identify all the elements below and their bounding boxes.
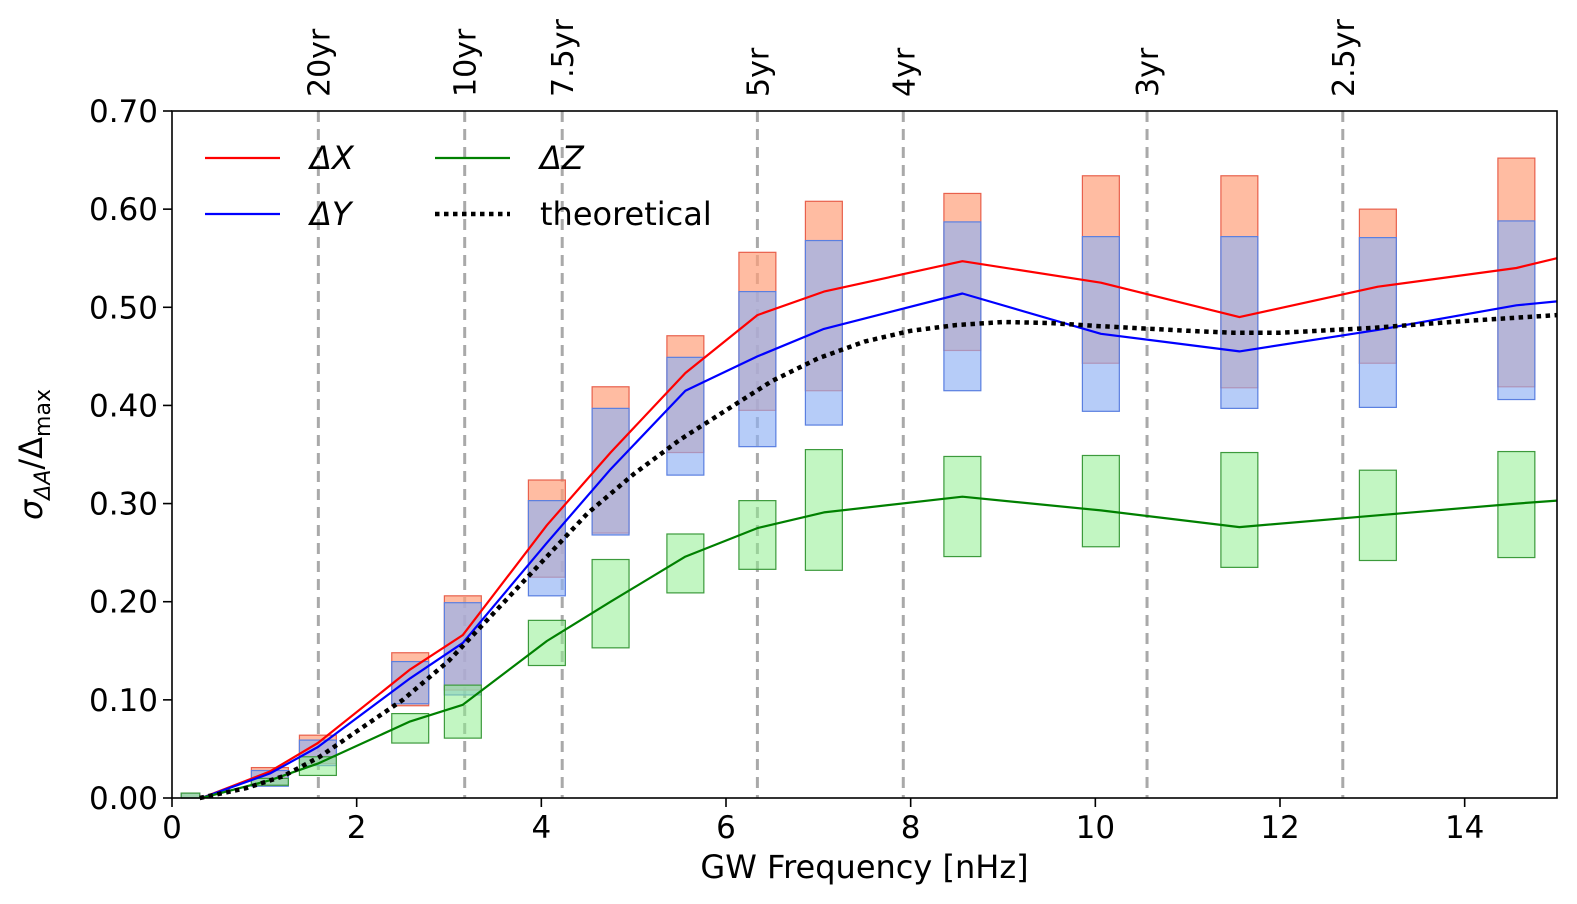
dy-error-box-6 [591, 407, 630, 536]
y-tick-label-7: 0.70 [89, 94, 158, 130]
dz-line [201, 495, 1558, 800]
dz-error-box-5 [527, 619, 566, 667]
period-label-2: 7.5yr [546, 19, 581, 97]
y-title-slash: /Δ [12, 437, 50, 470]
y-axis-title: σΔA/Δmax [12, 389, 56, 520]
dz-error-box-4 [443, 684, 482, 739]
y-tick-label-6: 0.60 [89, 192, 158, 228]
x-tick-label-5: 10 [1076, 810, 1115, 846]
y-tick-label-5: 0.50 [89, 290, 158, 326]
x-tick-label-0: 0 [162, 810, 182, 846]
theory-line [199, 312, 1558, 801]
period-label-5: 3yr [1131, 47, 1166, 97]
period-label-0: 20yr [302, 28, 337, 97]
x-tick-label-4: 8 [901, 810, 921, 846]
x-tick-label-3: 6 [716, 810, 736, 846]
y-tick-label-4: 0.40 [89, 388, 158, 424]
dz-error-box-11 [1081, 454, 1120, 548]
axes-layer: 0 2 4 6 8 10 12 14 0.00 0.10 0.20 0.30 0.40 0.50 0.60 0… [89, 94, 1484, 846]
period-label-4: 4yr [887, 47, 922, 97]
y-title-max: max [31, 389, 56, 437]
dy-line [201, 292, 1558, 800]
period-label-3: 5yr [741, 47, 776, 97]
dx-line [201, 257, 1558, 800]
x-tick-label-7: 14 [1445, 810, 1484, 846]
series-layer [199, 257, 1558, 801]
plot-frame [171, 110, 1558, 799]
y-tick-label-1: 0.10 [89, 683, 158, 719]
period-label-1: 10yr [449, 28, 484, 97]
dz-error-box-8 [738, 500, 777, 570]
legend-label-theory: theoretical [540, 195, 712, 233]
legend-label-dz: ΔZ [537, 139, 585, 177]
y-tick-label-3: 0.30 [89, 487, 158, 523]
x-tick-label-1: 2 [347, 810, 367, 846]
legend-label-dy: ΔY [307, 195, 354, 233]
period-lines-layer: 20yr 10yr 7.5yr 5yr 4yr 3yr 2.5yr [302, 19, 1362, 798]
dy-error-box-9 [804, 239, 843, 426]
error-boxes-layer [180, 157, 1536, 799]
y-tick-label-0: 0.00 [89, 781, 158, 817]
dy-error-box-13 [1358, 237, 1397, 408]
dz-error-box-10 [943, 455, 982, 558]
dy-error-box-12 [1220, 236, 1259, 409]
dy-error-box-5 [527, 500, 566, 597]
legend: ΔX ΔY ΔZ theoretical [205, 139, 712, 233]
x-tick-label-2: 4 [531, 810, 551, 846]
dy-error-box-8 [738, 290, 777, 448]
dy-error-box-7 [666, 356, 705, 476]
y-tick-label-2: 0.20 [89, 585, 158, 621]
x-tick-label-6: 12 [1260, 810, 1299, 846]
period-label-6: 2.5yr [1327, 19, 1362, 97]
dy-error-box-10 [943, 221, 982, 392]
y-title-sigma: σ [12, 498, 50, 520]
dz-error-box-6 [591, 558, 630, 649]
legend-label-dx: ΔX [307, 139, 355, 177]
dz-error-box-12 [1220, 451, 1259, 568]
dy-error-box-14 [1497, 220, 1536, 401]
x-axis-title: GW Frequency [nHz] [700, 848, 1028, 886]
y-title-sub: ΔA [31, 470, 56, 502]
